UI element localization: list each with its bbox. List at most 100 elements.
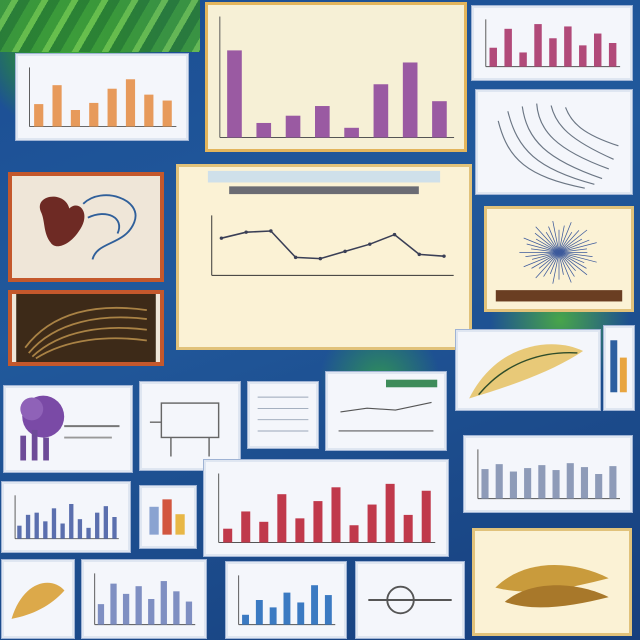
radial-spoke [558,229,588,253]
radial-spoke [558,252,572,283]
soil-band [495,290,623,302]
apparatus-sketch [368,585,452,615]
leaf-illustration [469,344,584,399]
bar [311,585,319,625]
bar [297,602,305,625]
bar [385,483,395,543]
bar-chart-tile-bottom-left [82,560,206,638]
bar [185,601,193,625]
radial-spoke [558,252,587,269]
bar-chart-top-right [485,19,621,68]
data-table-tile [248,382,318,448]
data-point [318,256,323,261]
radial-diagram [495,221,623,302]
chart-subtitle-bar-decoration [229,186,419,195]
bar [349,525,359,543]
bar [313,501,323,543]
bar [609,466,617,499]
bar [402,62,418,138]
featured-line-chart-tile [176,164,472,350]
pods-illustration [495,565,609,608]
bar [564,26,572,67]
bar [552,470,560,499]
radial-spoke [545,232,560,253]
bar [519,52,527,67]
bar [495,464,503,499]
bar [593,33,602,67]
bar [481,469,489,499]
radial-spoke [552,252,560,284]
bar [110,583,117,625]
bar-chart-top-left [29,67,177,128]
bar-chart-right [477,449,620,500]
radial-spoke [538,252,560,269]
bar [580,467,589,499]
data-point [219,236,224,240]
data-point [343,249,347,254]
bar [25,514,31,539]
bar [549,38,557,67]
bar [534,24,542,67]
bar [504,28,512,67]
bar [285,115,301,138]
radial-spoke [535,226,560,253]
bar [135,586,142,625]
bar [173,591,180,625]
bar [403,514,413,543]
bar [432,101,447,138]
pods-illustration-tile [472,528,632,636]
radial-spoke [548,226,560,253]
radial-spoke [558,252,564,275]
bar [489,47,497,67]
bar [162,100,172,127]
bar-chart-tile-bottom-center [226,562,346,638]
pictogram [149,499,185,535]
data-point [244,230,248,234]
instrument-sketch-tile [140,382,240,470]
radial-spoke [558,252,576,271]
bar [60,523,65,539]
chart-title-bar-decoration [207,170,441,183]
radial-spoke [558,252,588,276]
data-point [368,242,372,246]
bar-chart-bottom-center [238,575,336,626]
bar [122,593,130,625]
bottom-leaf-tile [2,560,74,638]
bar [223,528,233,543]
radial-spoke [531,252,560,269]
radial-spoke [558,222,572,253]
radial-spoke [558,230,580,253]
bar [259,521,269,543]
purple-tree-chart-tile [4,386,132,472]
bar [107,88,117,127]
plant-illustration [497,103,619,189]
bar [43,521,48,539]
bar [112,517,117,539]
bar [277,494,287,543]
bottom-leaf-illustration [11,582,65,619]
bar-chart-tile-center [204,460,448,556]
bar [579,45,587,67]
bar [70,110,81,127]
bar [97,604,105,625]
radial-spoke [558,252,593,258]
bar-chart-tile-right [464,436,632,512]
radial-spoke [558,248,588,253]
leaf-border-decoration [0,0,200,52]
bar [51,508,57,539]
featured-line-chart [207,170,454,276]
radial-spoke [530,248,560,253]
radial-spoke [558,238,583,253]
bar [373,84,389,138]
bar [509,471,517,499]
data-point [293,255,298,260]
anatomy-diagram-tile [8,172,164,282]
radial-spoke [526,243,560,253]
bar [331,487,341,543]
bar [17,525,22,539]
radial-spoke [523,252,560,268]
radial-spoke [558,225,565,253]
bar-chart-tile-top-center [205,2,467,152]
bar [69,503,74,539]
